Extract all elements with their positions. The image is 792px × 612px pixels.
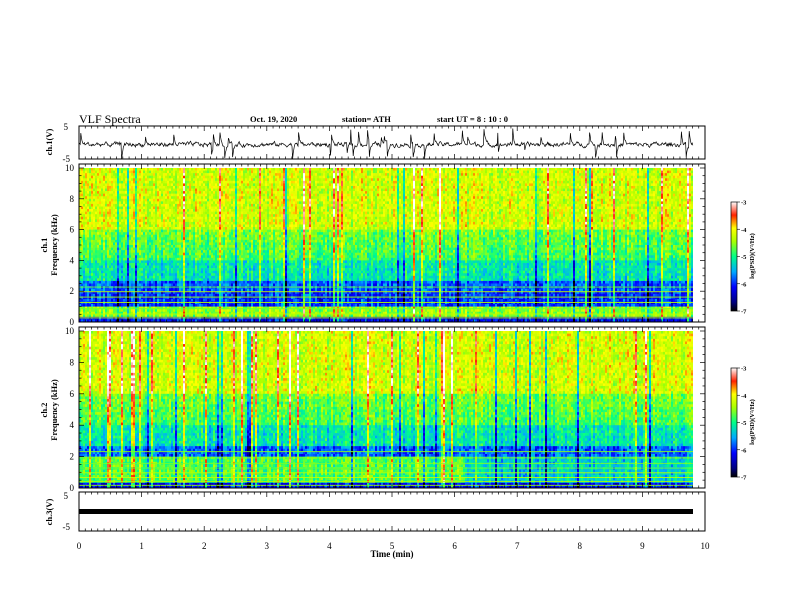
- frequency-tick-label: 0: [70, 317, 75, 327]
- frequency-tick-label: 8: [70, 357, 75, 367]
- frequency-tick-label: 0: [70, 483, 75, 493]
- frequency-tick-label: 10: [65, 163, 75, 173]
- colorbar-tick-label: -5: [741, 420, 747, 427]
- frequency-tick-label: 10: [65, 326, 75, 336]
- frequency-tick-label: 2: [70, 452, 75, 462]
- ch3-ytick-bottom: -5: [63, 522, 71, 532]
- start-time-label: start UT = 8 : 10 : 0: [437, 114, 508, 124]
- colorbar-tick-label: -7: [741, 309, 747, 316]
- ch1-spectrogram-ylabel-ch: ch.1: [39, 238, 49, 253]
- time-tick-label: 5: [390, 541, 395, 551]
- frequency-tick-label: 4: [70, 255, 75, 265]
- ch2-colorbar: [730, 367, 738, 478]
- ch2-colorbar-label: log(PSD)(V²/Hz): [749, 399, 756, 445]
- ch1-waveform-trace: [79, 128, 694, 159]
- time-axis: 0 1 2 3 4 5 6 7 8 9 10: [77, 126, 710, 551]
- ch1-ytick-bottom: -5: [63, 154, 71, 164]
- ch3-waveform-ylabel: ch.3(V): [44, 498, 54, 525]
- time-tick-label: 1: [139, 541, 144, 551]
- ch1-spectrogram-ylabel-freq: Frequency (kHz): [49, 214, 59, 276]
- colorbar-tick-label: -7: [741, 475, 747, 482]
- time-tick-label: 0: [77, 541, 82, 551]
- ch2-spectrogram-image: [79, 331, 693, 488]
- colorbar-tick-label: -6: [741, 281, 747, 288]
- ch3-ytick-top: 5: [64, 491, 69, 501]
- ch1-colorbar-label: log(PSD)(V²/Hz): [749, 233, 756, 279]
- ch3-waveform-trace: [79, 509, 693, 514]
- ch1-waveform-ylabel: ch.1(V): [44, 128, 54, 155]
- time-axis-label: Time (min): [370, 549, 413, 559]
- colorbar-tick-label: -3: [741, 200, 747, 207]
- colorbar-tick-label: -5: [741, 254, 747, 261]
- frequency-tick-label: 2: [70, 286, 75, 296]
- colorbar-tick-label: -4: [741, 227, 747, 234]
- time-tick-label: 10: [701, 541, 711, 551]
- ch2-spectrogram-ylabel-ch: ch.2: [39, 403, 49, 418]
- frequency-tick-label: 6: [70, 225, 75, 235]
- time-tick-label: 4: [327, 541, 332, 551]
- figure-title: VLF Spectra: [79, 112, 141, 126]
- colorbar-tick-label: -3: [741, 366, 747, 373]
- time-tick-label: 3: [265, 541, 270, 551]
- ch1-colorbar: [730, 201, 738, 312]
- ch2-spectrogram-ylabel-freq: Frequency (kHz): [49, 379, 59, 441]
- ch1-spectrogram-image: [79, 168, 693, 322]
- ch3-waveform-panel: 5 -5 ch.3(V): [44, 491, 706, 532]
- colorbar-tick-label: -4: [741, 393, 747, 400]
- colorbar-tick-label: -6: [741, 447, 747, 454]
- time-tick-label: 7: [515, 541, 520, 551]
- time-tick-label: 2: [202, 541, 207, 551]
- frequency-tick-label: 6: [70, 389, 75, 399]
- station-label: station= ATH: [342, 114, 391, 124]
- ch1-waveform-panel: 5 -5 ch.1(V): [44, 122, 706, 164]
- time-tick-label: 8: [578, 541, 583, 551]
- date-label: Oct. 19, 2020: [250, 114, 297, 124]
- time-tick-label: 6: [452, 541, 457, 551]
- ch1-ytick-top: 5: [64, 122, 69, 132]
- frequency-tick-label: 4: [70, 420, 75, 430]
- frequency-tick-label: 8: [70, 194, 75, 204]
- time-tick-label: 9: [640, 541, 645, 551]
